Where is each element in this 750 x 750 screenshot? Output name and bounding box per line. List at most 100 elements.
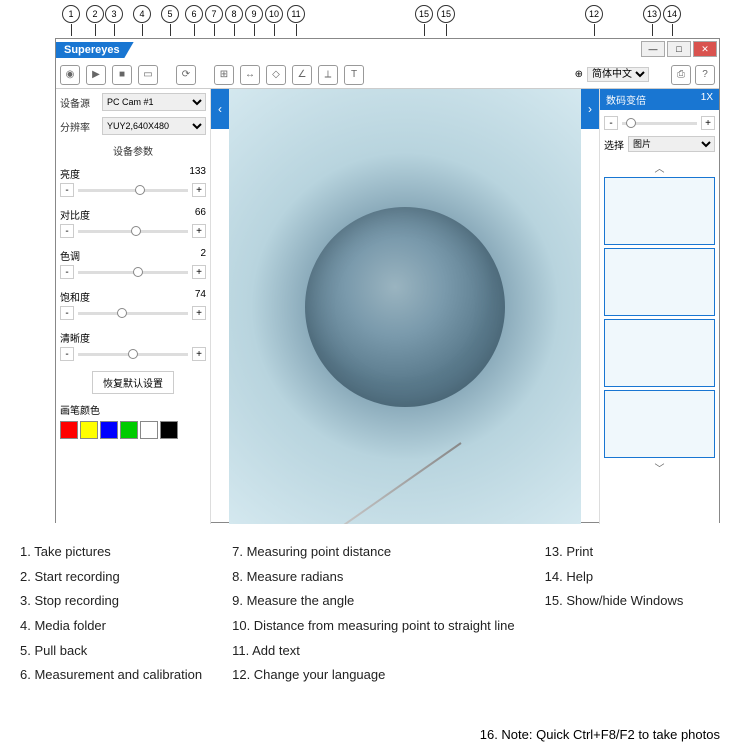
zoom-label: 数码变倍 <box>606 92 646 107</box>
callout-15: 15 <box>437 5 455 23</box>
callout-4: 4 <box>133 5 151 23</box>
slider-value: 133 <box>189 166 206 181</box>
right-panel: 数码变倍 1X - + 选择 图片 ︿ ﹀ <box>599 89 719 524</box>
toolbar: ◉ ▶ ■ ▭ ⟳ ⊞ ↔ ◇ ∠ ⟂ T ⊕ 简体中文 ⎙ ? <box>56 61 719 89</box>
reset-button[interactable]: 恢复默认设置 <box>92 371 174 394</box>
thumb-type-select[interactable]: 图片 <box>628 136 715 152</box>
legend-item: 4. Media folder <box>20 614 202 639</box>
collapse-right-button[interactable]: › <box>581 89 599 129</box>
color-swatch[interactable] <box>140 421 158 439</box>
palette-label: 画笔颜色 <box>60 402 206 417</box>
callout-2: 2 <box>86 5 104 23</box>
color-swatch[interactable] <box>120 421 138 439</box>
callout-13: 13 <box>643 5 661 23</box>
color-swatch[interactable] <box>80 421 98 439</box>
app-window: Supereyes — □ ✕ ◉ ▶ ■ ▭ ⟳ ⊞ ↔ ◇ ∠ ⟂ T ⊕ 简体中文 ⎙ ? 设… <box>55 38 720 523</box>
minimize-button[interactable]: — <box>641 41 665 57</box>
collapse-left-button[interactable]: ‹ <box>211 89 229 129</box>
left-panel: 设备源 PC Cam #1 分辨率 YUY2,640X480 设备参数 亮度 13… <box>56 89 211 524</box>
language-dropdown[interactable]: 简体中文 <box>587 67 649 82</box>
slider-value: 74 <box>195 289 206 304</box>
toolbar-icon-3[interactable]: ■ <box>112 65 132 85</box>
color-swatch[interactable] <box>160 421 178 439</box>
slider-plus[interactable]: + <box>192 224 206 238</box>
device-select[interactable]: PC Cam #1 <box>102 93 206 111</box>
slider-plus[interactable]: + <box>192 306 206 320</box>
callout-1: 1 <box>62 5 80 23</box>
callout-5: 5 <box>161 5 179 23</box>
legend-note: 16. Note: Quick Ctrl+F8/F2 to take photo… <box>480 727 720 742</box>
callout-9: 9 <box>245 5 263 23</box>
color-swatch[interactable] <box>100 421 118 439</box>
app-logo: Supereyes <box>56 42 134 58</box>
thumbnail[interactable] <box>604 248 715 316</box>
callout-14: 14 <box>663 5 681 23</box>
thumbnail[interactable] <box>604 319 715 387</box>
toolbar-icon-9[interactable]: ∠ <box>292 65 312 85</box>
toolbar-icon-7[interactable]: ↔ <box>240 65 260 85</box>
select-label: 选择 <box>604 137 624 152</box>
slider-minus[interactable]: - <box>60 306 74 320</box>
close-button[interactable]: ✕ <box>693 41 717 57</box>
toolbar-icon-4[interactable]: ▭ <box>138 65 158 85</box>
callout-15: 15 <box>415 5 433 23</box>
callout-8: 8 <box>225 5 243 23</box>
slider-track[interactable] <box>78 312 188 315</box>
slider-minus[interactable]: - <box>60 265 74 279</box>
toolbar-icon-11[interactable]: T <box>344 65 364 85</box>
toolbar-icon-10[interactable]: ⟂ <box>318 65 338 85</box>
legend-item: 1. Take pictures <box>20 540 202 565</box>
resolution-select[interactable]: YUY2,640X480 <box>102 117 206 135</box>
legend: 1. Take pictures2. Start recording3. Sto… <box>20 540 730 688</box>
callout-10: 10 <box>265 5 283 23</box>
slider-track[interactable] <box>78 189 188 192</box>
language-selector[interactable]: ⊕ 简体中文 <box>575 67 649 82</box>
legend-item: 7. Measuring point distance <box>232 540 515 565</box>
thumbs-up-button[interactable]: ︿ <box>604 158 715 177</box>
slider-minus[interactable]: - <box>60 347 74 361</box>
legend-item: 10. Distance from measuring point to str… <box>232 614 515 639</box>
viewport <box>229 89 581 524</box>
toolbar-icon-1[interactable]: ◉ <box>60 65 80 85</box>
zoom-minus[interactable]: - <box>604 116 618 130</box>
thumbnail[interactable] <box>604 177 715 245</box>
thumbnail[interactable] <box>604 390 715 458</box>
resolution-label: 分辨率 <box>60 119 98 134</box>
slider-track[interactable] <box>78 271 188 274</box>
legend-item: 9. Measure the angle <box>232 589 515 614</box>
toolbar-icon-2[interactable]: ▶ <box>86 65 106 85</box>
globe-icon: ⊕ <box>575 69 583 80</box>
slider-track[interactable] <box>78 230 188 233</box>
legend-item: 6. Measurement and calibration <box>20 663 202 688</box>
zoom-plus[interactable]: + <box>701 116 715 130</box>
print-icon[interactable]: ⎙ <box>671 65 691 85</box>
slider-label: 饱和度 <box>60 289 90 304</box>
callout-3: 3 <box>105 5 123 23</box>
thumbs-down-button[interactable]: ﹀ <box>604 458 715 477</box>
toolbar-icon-6[interactable]: ⊞ <box>214 65 234 85</box>
legend-item: 8. Measure radians <box>232 565 515 590</box>
slider-plus[interactable]: + <box>192 183 206 197</box>
zoom-value: 1X <box>701 92 713 107</box>
slider-plus[interactable]: + <box>192 347 206 361</box>
slider-label: 清晰度 <box>60 330 90 345</box>
toolbar-icon-8[interactable]: ◇ <box>266 65 286 85</box>
params-title: 设备参数 <box>60 143 206 158</box>
slider-plus[interactable]: + <box>192 265 206 279</box>
titlebar: Supereyes — □ ✕ <box>56 39 719 61</box>
maximize-button[interactable]: □ <box>667 41 691 57</box>
callout-11: 11 <box>287 5 305 23</box>
color-swatch[interactable] <box>60 421 78 439</box>
device-label: 设备源 <box>60 95 98 110</box>
legend-item: 13. Print <box>545 540 684 565</box>
legend-item: 12. Change your language <box>232 663 515 688</box>
callout-12: 12 <box>585 5 603 23</box>
toolbar-icon-5[interactable]: ⟳ <box>176 65 196 85</box>
help-icon[interactable]: ? <box>695 65 715 85</box>
callout-7: 7 <box>205 5 223 23</box>
slider-track[interactable] <box>78 353 188 356</box>
slider-minus[interactable]: - <box>60 224 74 238</box>
legend-item: 2. Start recording <box>20 565 202 590</box>
slider-minus[interactable]: - <box>60 183 74 197</box>
slider-label: 亮度 <box>60 166 80 181</box>
